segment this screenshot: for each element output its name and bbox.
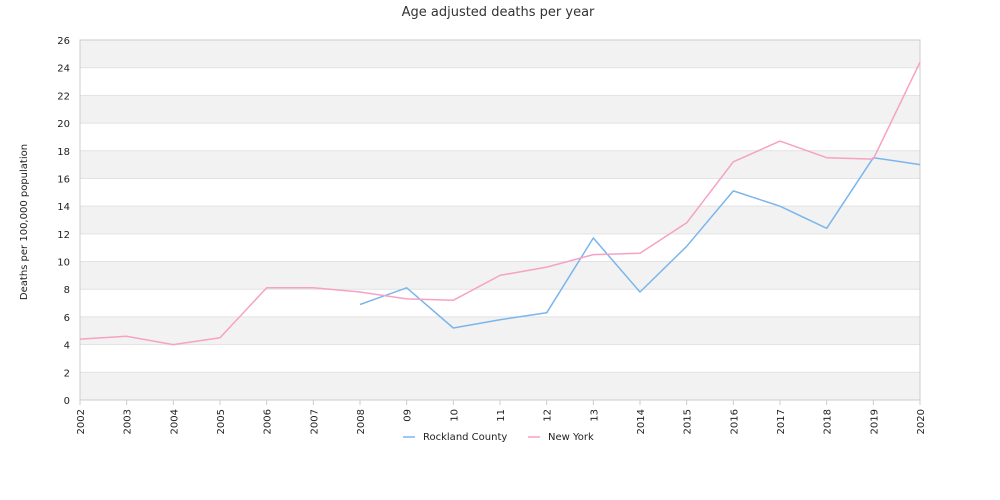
- x-tick-label: 2015: [683, 409, 694, 434]
- x-axis: 2002 2003 2004 2005 2006 2007 2008 09 10 11 12 13 20…: [76, 400, 927, 434]
- y-tick-label: 10: [57, 258, 70, 269]
- y-tick-label: 6: [64, 313, 70, 324]
- grid-band: [80, 95, 920, 124]
- x-tick-label: 09: [403, 409, 414, 422]
- legend: Rockland County New York: [403, 432, 594, 443]
- grid-band: [80, 372, 920, 400]
- legend-label-rockland-county: Rockland County: [423, 432, 507, 443]
- chart-title: Age adjusted deaths per year: [402, 5, 595, 20]
- series-lines: [79, 61, 921, 346]
- grid-band: [80, 316, 920, 345]
- y-tick-label: 14: [57, 202, 70, 213]
- y-axis-label: Deaths per 100,000 population: [19, 144, 30, 300]
- x-tick-label: 12: [543, 409, 554, 422]
- y-tick-label: 20: [57, 119, 70, 130]
- x-tick-label: 2004: [169, 409, 180, 434]
- x-tick-label: 10: [449, 409, 460, 422]
- x-tick-label: 2017: [776, 409, 787, 434]
- y-tick-label: 24: [57, 64, 70, 75]
- x-tick-label: 2007: [309, 409, 320, 434]
- y-tick-label: 22: [57, 91, 70, 102]
- x-tick-label: 11: [496, 409, 507, 422]
- y-tick-label: 18: [57, 147, 70, 158]
- series-line-new-york: [79, 61, 921, 346]
- y-tick-label: 8: [64, 285, 70, 296]
- x-tick-label: 13: [589, 409, 600, 422]
- x-tick-label: 2020: [916, 409, 927, 434]
- x-tick-label: 2002: [76, 409, 87, 434]
- x-tick-label: 2014: [636, 409, 647, 434]
- x-tick-label: 2019: [869, 409, 880, 434]
- y-tick-label: 26: [57, 36, 70, 47]
- y-tick-label: 4: [64, 341, 70, 352]
- y-tick-label: 12: [57, 230, 70, 241]
- x-tick-label: 2016: [729, 409, 740, 434]
- grid-band: [80, 150, 920, 179]
- grid-bands: [80, 40, 920, 400]
- x-tick-label: 2008: [356, 409, 367, 434]
- x-tick-label: 2005: [216, 409, 227, 434]
- grid-band: [80, 206, 920, 234]
- series-line-rockland-county: [359, 156, 921, 329]
- x-tick-label: 2006: [263, 409, 274, 434]
- grid-band: [80, 40, 920, 68]
- x-tick-label: 2003: [123, 409, 134, 434]
- legend-label-new-york: New York: [548, 432, 594, 443]
- y-tick-label: 0: [64, 396, 70, 407]
- y-tick-label: 2: [64, 368, 70, 379]
- x-tick-label: 2018: [823, 409, 834, 434]
- y-tick-label: 16: [57, 174, 70, 185]
